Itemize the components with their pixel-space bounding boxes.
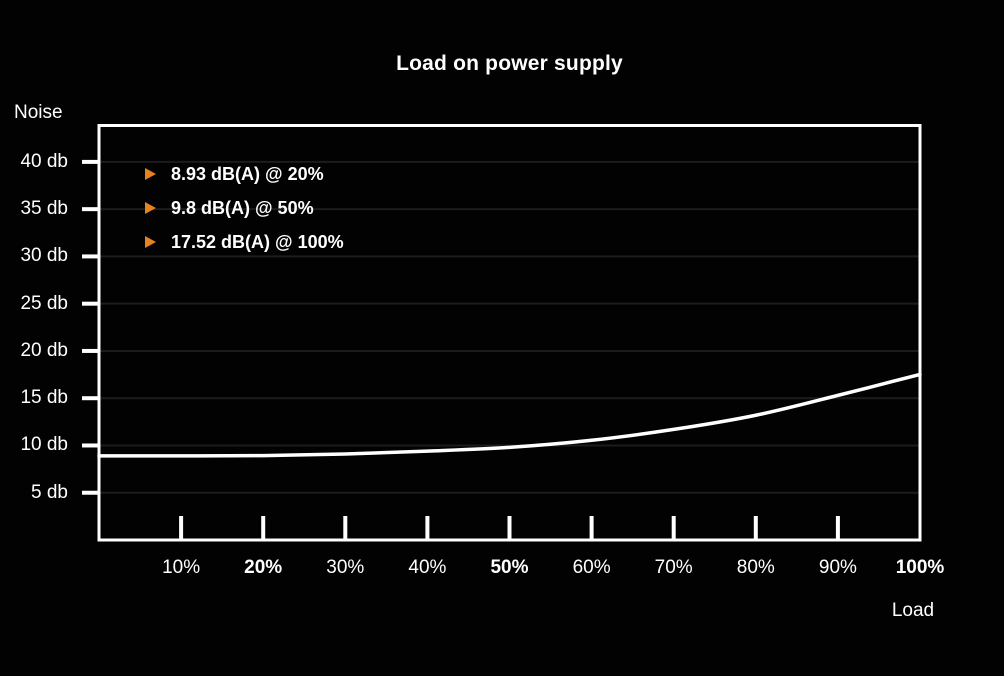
legend-item: 17.52 dB(A) @ 100% <box>145 225 344 259</box>
y-tick-label: 30 db <box>20 245 68 267</box>
legend: 8.93 dB(A) @ 20% 9.8 dB(A) @ 50% 17.52 d… <box>145 157 344 259</box>
triangle-right-icon <box>145 168 156 180</box>
x-tick-label: 60% <box>572 557 611 578</box>
triangle-right-icon <box>145 202 156 214</box>
y-tick-label: 25 db <box>20 292 68 314</box>
y-tick-label: 20 db <box>20 339 68 361</box>
x-axis-title: Load <box>891 600 935 621</box>
x-tick-label: 50% <box>490 557 529 578</box>
legend-item-label: 17.52 dB(A) @ 100% <box>171 231 344 252</box>
x-tick-label: 70% <box>654 557 693 578</box>
legend-item-label: 9.8 dB(A) @ 50% <box>171 197 314 218</box>
x-tick-label: 30% <box>326 557 365 578</box>
legend-item: 8.93 dB(A) @ 20% <box>145 157 344 191</box>
y-tick-label: 5 db <box>31 481 68 503</box>
x-tick-label: 10% <box>162 557 201 578</box>
noise-curve <box>97 372 922 458</box>
legend-item: 9.8 dB(A) @ 50% <box>145 191 344 225</box>
y-axis-title: Noise <box>14 102 63 123</box>
x-tick-label: 80% <box>736 557 775 578</box>
x-tick-label: 90% <box>818 557 857 578</box>
legend-item-label: 8.93 dB(A) @ 20% <box>171 163 324 184</box>
y-tick-label: 10 db <box>20 434 68 456</box>
y-tick-label: 35 db <box>20 198 68 220</box>
plot-border <box>97 124 922 542</box>
x-tick-label: 100% <box>895 557 945 578</box>
y-tick-label: 15 db <box>20 387 68 409</box>
triangle-right-icon <box>145 236 156 248</box>
y-tick-label: 40 db <box>20 150 68 172</box>
x-tick-label: 20% <box>244 557 283 578</box>
x-tick-label: 40% <box>408 557 447 578</box>
chart-title: Load on power supply <box>396 52 623 75</box>
